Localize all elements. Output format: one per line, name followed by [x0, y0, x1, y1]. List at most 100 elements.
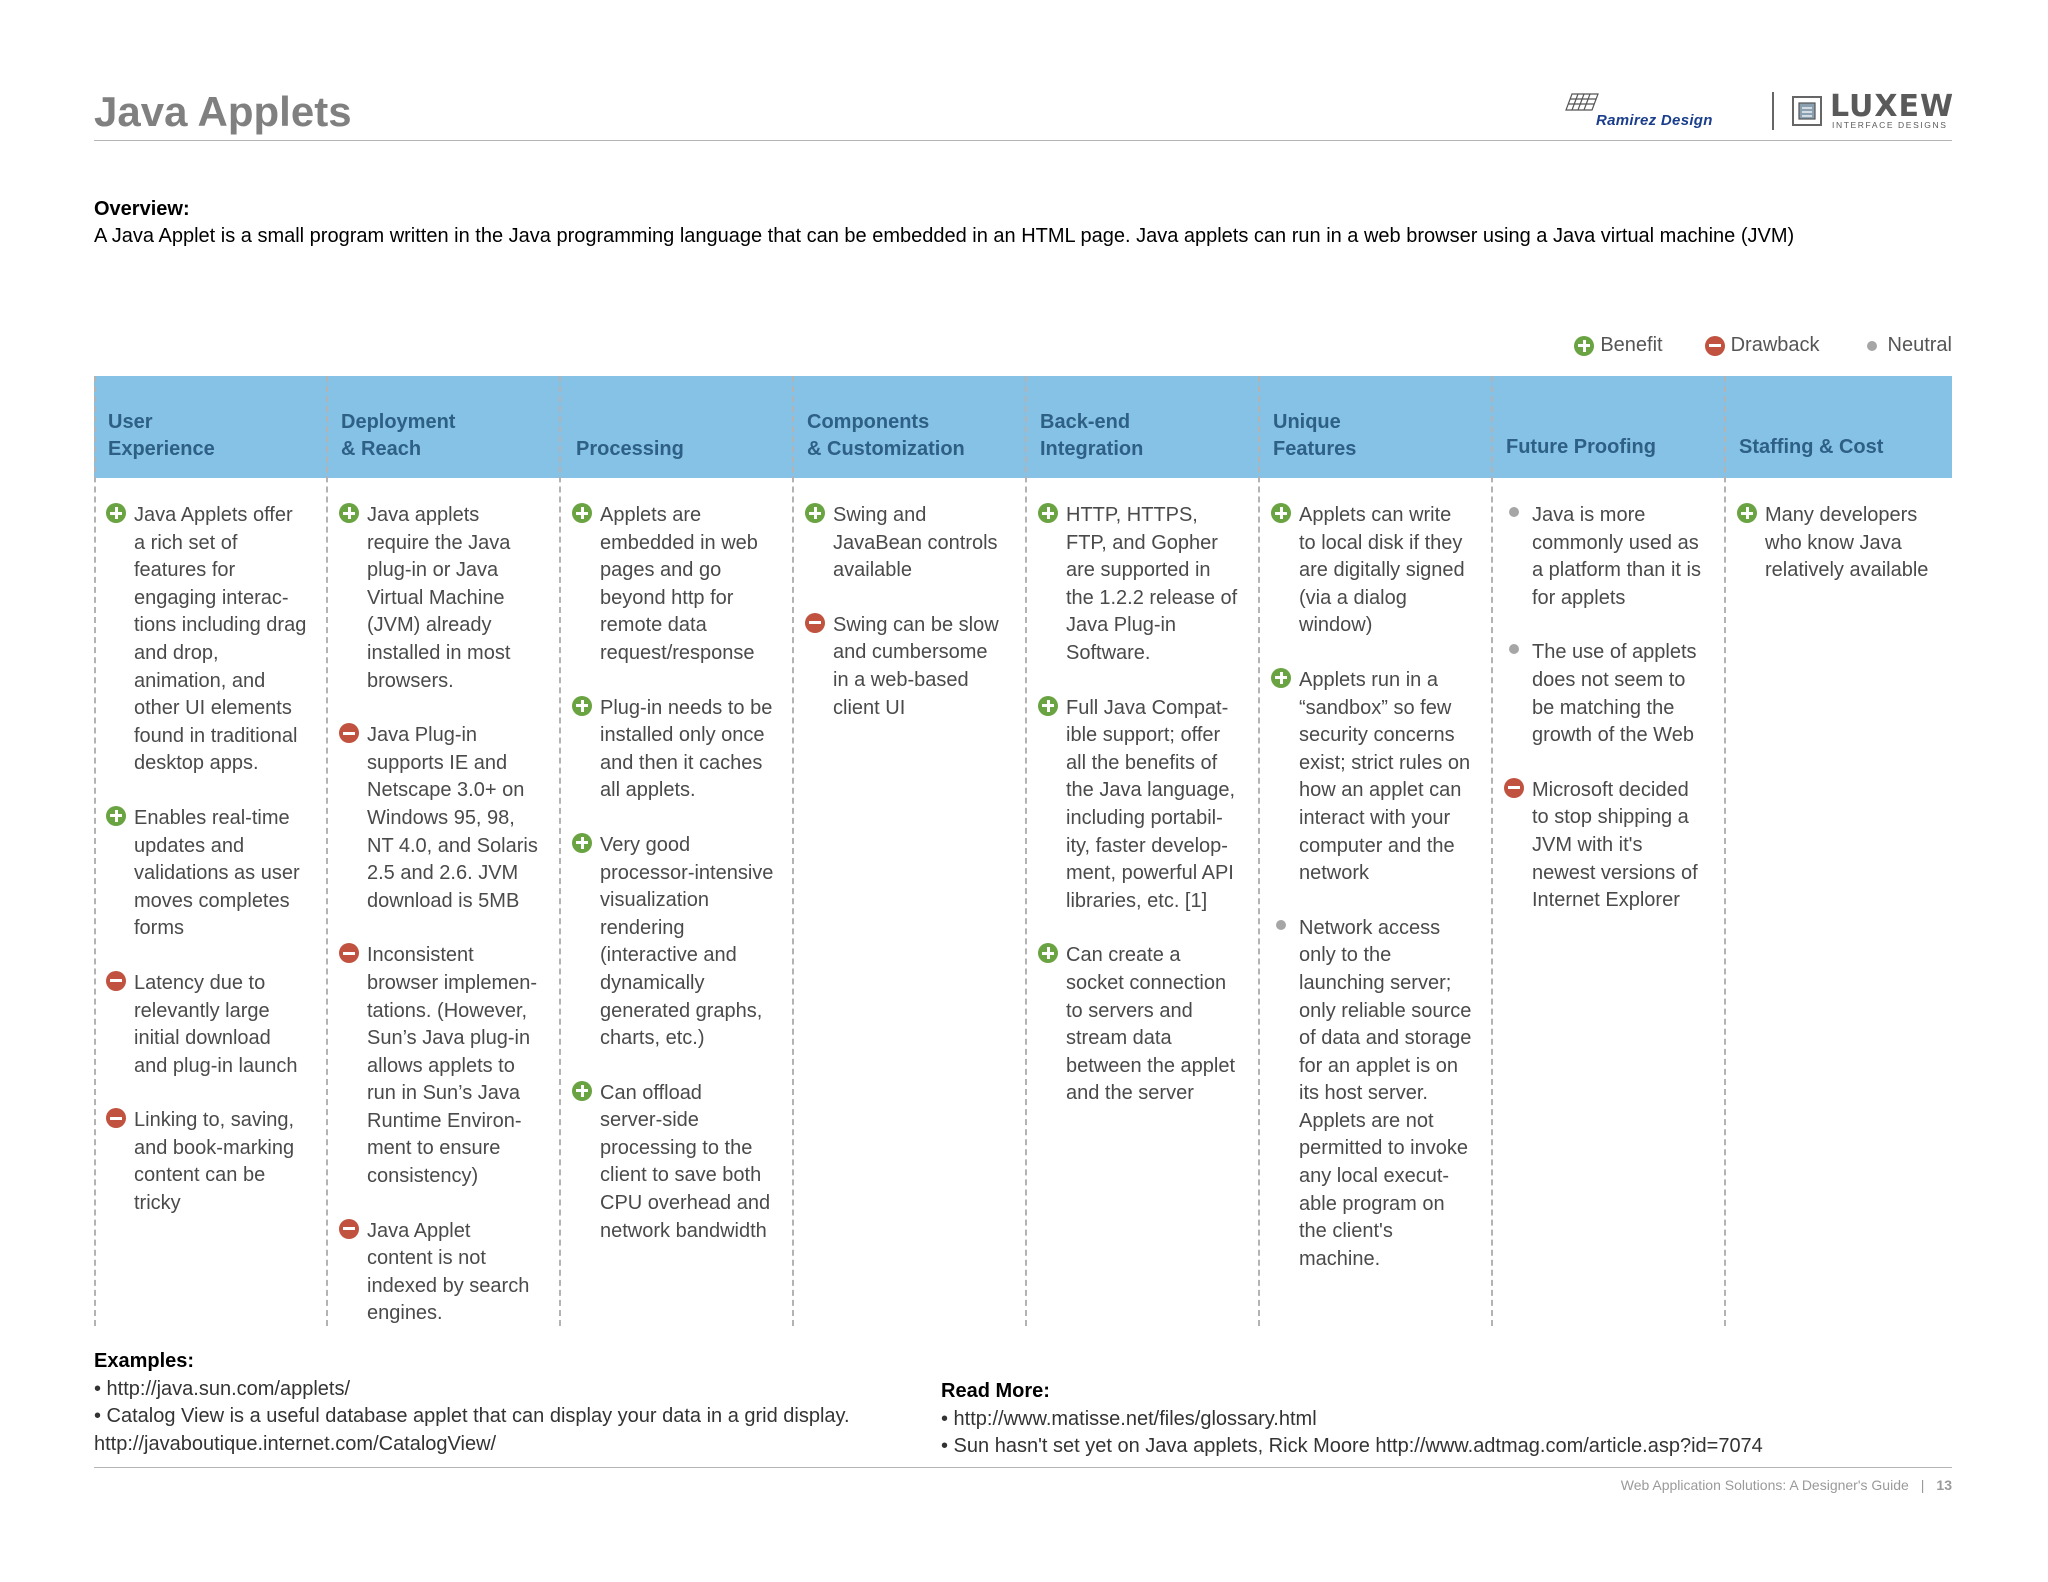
column-divider — [1491, 376, 1493, 1326]
drawback-minus-icon — [805, 612, 825, 633]
page-title: Java Applets — [94, 88, 352, 135]
item-text: Many developers who know Java relatively… — [1765, 504, 1929, 582]
examples-title: Examples: — [94, 1350, 195, 1372]
column-divider — [792, 376, 794, 1326]
list-item: Java Plug-in supports IE and Netscape 3.… — [339, 722, 555, 915]
item-text: Can create a socket connection to server… — [1066, 944, 1236, 1105]
list-item: HTTP, HTTPS, FTP, and Gopher are support… — [1038, 502, 1254, 668]
luxew-emblem-icon — [1792, 96, 1822, 126]
column-header-user-experience: User Experience — [108, 411, 215, 460]
list-item: Applets are embedded in web pages and go… — [572, 502, 788, 668]
benefit-plus-icon — [572, 695, 592, 716]
column-header-processing: Processing — [576, 438, 684, 460]
benefit-plus-icon — [572, 832, 592, 853]
item-text: Swing can be slow and cumbersome in a we… — [833, 613, 999, 719]
item-text: Applets can write to local disk if they … — [1299, 504, 1465, 637]
list-item: Can offload server-side processing to th… — [572, 1080, 788, 1246]
legend-benefit-label: Benefit — [1600, 334, 1663, 356]
ramirez-design-logo: Ramirez Design — [1560, 88, 1760, 134]
benefit-plus-icon — [106, 805, 126, 826]
footer-guide-title: Web Application Solutions: A Designer's … — [1620, 1477, 1909, 1493]
legend-benefit: Benefit — [1574, 334, 1663, 357]
ramirez-design-wordmark: Ramirez Design — [1596, 112, 1713, 129]
list-item: Many developers who know Java relatively… — [1737, 502, 1949, 585]
luxew-logo: LUXEW INTERFACE DESIGNS — [1790, 92, 1953, 132]
neutral-dot-icon — [1276, 919, 1286, 930]
list-item: Plug-in needs to be installed only once … — [572, 695, 788, 805]
item-text: Network access only to the launching ser… — [1299, 916, 1472, 1270]
list-item: Network access only to the launching ser… — [1271, 915, 1487, 1274]
title-divider — [94, 140, 1952, 141]
drawback-minus-icon — [106, 1108, 126, 1129]
item-text: Latency due to relevantly large initial … — [134, 971, 298, 1077]
column-divider — [559, 376, 561, 1326]
item-text: Applets run in a “sandbox” so few securi… — [1299, 668, 1471, 885]
benefit-plus-icon — [339, 503, 359, 523]
example-link-java-sun[interactable]: • http://java.sun.com/applets/ — [94, 1377, 351, 1400]
read-more-link-matisse[interactable]: • http://www.matisse.net/files/glossary.… — [941, 1407, 1317, 1430]
column-header-unique-features: Unique Features — [1273, 411, 1357, 460]
read-more-title: Read More: — [941, 1380, 1050, 1402]
drawback-minus-icon — [1704, 335, 1725, 356]
example-catalog-view: • Catalog View is a useful database appl… — [94, 1405, 850, 1428]
logos: Ramirez Design LUXEW INTERFACE DESIGNS — [1560, 88, 1953, 134]
list-item: Java Applets offer a rich set of feature… — [106, 502, 322, 778]
benefit-plus-icon — [1271, 667, 1291, 688]
neutral-dot-icon — [1866, 340, 1877, 351]
logo-separator — [1772, 92, 1774, 130]
list-item: Full Java Compat- ible support; offer al… — [1038, 695, 1254, 916]
legend-neutral: Neutral — [1862, 334, 1952, 357]
neutral-dot-icon — [1509, 507, 1519, 517]
column-divider — [94, 376, 96, 1326]
list-item: Java is more commonly used as a platform… — [1504, 502, 1720, 612]
column-divider — [1258, 376, 1260, 1326]
list-item: Linking to, saving, and book-marking con… — [106, 1107, 322, 1217]
list-item: Applets can write to local disk if they … — [1271, 502, 1487, 640]
list-item: Very good processor-intensive visualizat… — [572, 832, 788, 1053]
luxew-subtitle: INTERFACE DESIGNS — [1832, 120, 1948, 130]
benefit-plus-icon — [1038, 503, 1058, 523]
overview-text: A Java Applet is a small program written… — [94, 225, 1795, 247]
column-header-deployment-reach: Deployment & Reach — [341, 411, 456, 460]
benefit-plus-icon — [805, 503, 825, 523]
drawback-minus-icon — [339, 943, 359, 964]
list-item: Swing can be slow and cumbersome in a we… — [805, 612, 1021, 722]
list-item: Java Applet content is not indexed by se… — [339, 1218, 555, 1328]
list-item: Swing and JavaBean controls available — [805, 502, 1021, 585]
footer-separator: | — [1920, 1477, 1925, 1493]
column-header-back-end-integration: Back-end Integration — [1040, 411, 1144, 460]
item-text: Can offload server-side processing to th… — [600, 1081, 771, 1242]
column-divider — [1724, 376, 1726, 1326]
column-unique-features: Applets can write to local disk if they … — [1271, 502, 1487, 1300]
benefit-plus-icon — [1574, 335, 1595, 356]
column-divider — [1025, 376, 1027, 1326]
column-deployment-reach: Java applets require the Java plug-in or… — [339, 502, 555, 1355]
list-item: Java applets require the Java plug-in or… — [339, 502, 555, 695]
overview-title: Overview: — [94, 198, 190, 220]
item-text: Java Applet content is not indexed by se… — [367, 1219, 530, 1325]
benefit-plus-icon — [572, 1080, 592, 1101]
example-link-catalogview[interactable]: http://javaboutique.internet.com/Catalog… — [94, 1432, 497, 1455]
examples-section: Examples: • http://java.sun.com/applets/… — [94, 1348, 850, 1458]
column-divider — [326, 376, 328, 1326]
item-text: Full Java Compat- ible support; offer al… — [1066, 696, 1236, 912]
comparison-matrix: User Experience Deployment & Reach Proce… — [94, 376, 1952, 1326]
column-future-proofing: Java is more commonly used as a platform… — [1504, 502, 1720, 942]
item-text: Plug-in needs to be installed only once … — [600, 696, 773, 802]
column-user-experience: Java Applets offer a rich set of feature… — [106, 502, 322, 1245]
legend: Benefit Drawback Neutral — [1574, 334, 1952, 357]
page-number: 13 — [1936, 1477, 1952, 1493]
column-back-end-integration: HTTP, HTTPS, FTP, and Gopher are support… — [1038, 502, 1254, 1135]
item-text: Java Applets offer a rich set of feature… — [134, 504, 307, 775]
item-text: Java Plug-in supports IE and Netscape 3.… — [367, 724, 538, 912]
list-item: Microsoft decided to stop shipping a JVM… — [1504, 777, 1720, 915]
read-more-link-adtmag[interactable]: • Sun hasn't set yet on Java applets, Ri… — [941, 1435, 1763, 1458]
item-text: The use of applets does not seem to be m… — [1532, 641, 1697, 747]
column-components-customization: Swing and JavaBean controls available Sw… — [805, 502, 1021, 749]
item-text: Applets are embedded in web pages and go… — [600, 504, 758, 664]
footer-divider — [94, 1467, 1952, 1468]
read-more-section: Read More: • http://www.matisse.net/file… — [941, 1378, 1763, 1461]
item-text: Microsoft decided to stop shipping a JVM… — [1532, 778, 1698, 912]
item-text: Java is more commonly used as a platform… — [1532, 504, 1701, 609]
ramirez-grid-icon — [1565, 93, 1599, 111]
